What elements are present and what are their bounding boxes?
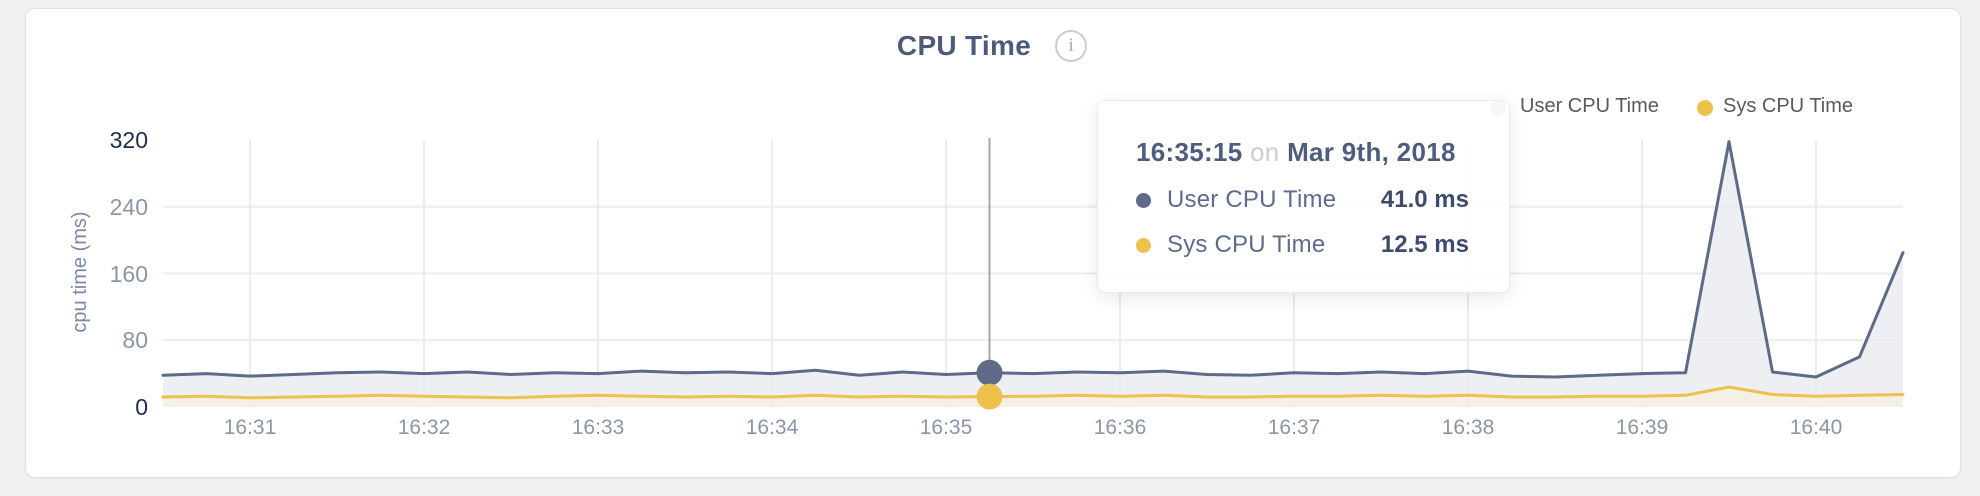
tooltip-rows: User CPU Time 41.0 ms Sys CPU Time 12.5 … — [1136, 181, 1469, 264]
sys-cpu-time-line — [161, 385, 1905, 400]
hover-point-dot — [976, 359, 1003, 386]
hover-tooltip: 16:35:15 on Mar 9th, 2018 User CPU Time … — [1097, 100, 1510, 293]
x-tick-label: 16:38 — [1441, 416, 1495, 439]
sys-series-dot-icon — [1136, 237, 1151, 253]
info-icon[interactable]: i — [1055, 30, 1088, 62]
tooltip-user-value: 41.0 ms — [1380, 186, 1469, 213]
tooltip-conjunction: on — [1250, 137, 1280, 167]
user-cpu-time-area — [163, 141, 1903, 407]
tooltip-row-sys-cpu: Sys CPU Time 12.5 ms — [1136, 226, 1469, 264]
tooltip-date: Mar 9th, 2018 — [1287, 137, 1456, 167]
tooltip-sys-value: 12.5 ms — [1380, 231, 1469, 258]
x-tick-label: 16:32 — [397, 416, 451, 439]
chart-header: CPU Time i — [25, 30, 1959, 62]
legend-sys-cpu-label[interactable]: Sys CPU Time — [1723, 95, 1854, 117]
x-tick-label: 16:37 — [1267, 416, 1321, 439]
tooltip-sys-label: Sys CPU Time — [1167, 231, 1326, 258]
y-tick-label: 320 — [109, 127, 148, 153]
user-cpu-time-line — [161, 140, 1905, 379]
x-tick-label: 16:34 — [745, 416, 799, 439]
tooltip-title: 16:35:15 on Mar 9th, 2018 — [1136, 137, 1469, 167]
user-series-dot-icon — [1136, 192, 1151, 208]
info-icon-glyph: i — [1068, 35, 1074, 56]
x-tick-label: 16:35 — [919, 416, 973, 439]
y-tick-label: 80 — [122, 327, 148, 354]
y-tick-label: 240 — [109, 193, 148, 220]
y-tick-label: 160 — [109, 260, 148, 287]
hover-point-dot — [976, 383, 1003, 410]
tooltip-user-label: User CPU Time — [1167, 186, 1337, 213]
chart-title: CPU Time — [896, 30, 1032, 61]
legend-sys-cpu-dot-icon[interactable] — [1697, 100, 1713, 116]
tooltip-row-user-cpu: User CPU Time 41.0 ms — [1136, 181, 1469, 219]
y-tick-label: 0 — [135, 394, 148, 420]
x-tick-label: 16:39 — [1615, 416, 1669, 439]
tooltip-time: 16:35:15 — [1136, 137, 1243, 167]
x-tick-label: 16:33 — [571, 416, 625, 439]
legend-user-cpu-label[interactable]: User CPU Time — [1520, 95, 1659, 117]
x-tick-label: 16:31 — [223, 416, 277, 439]
x-tick-label: 16:36 — [1093, 416, 1147, 439]
x-tick-label: 16:40 — [1789, 416, 1843, 439]
